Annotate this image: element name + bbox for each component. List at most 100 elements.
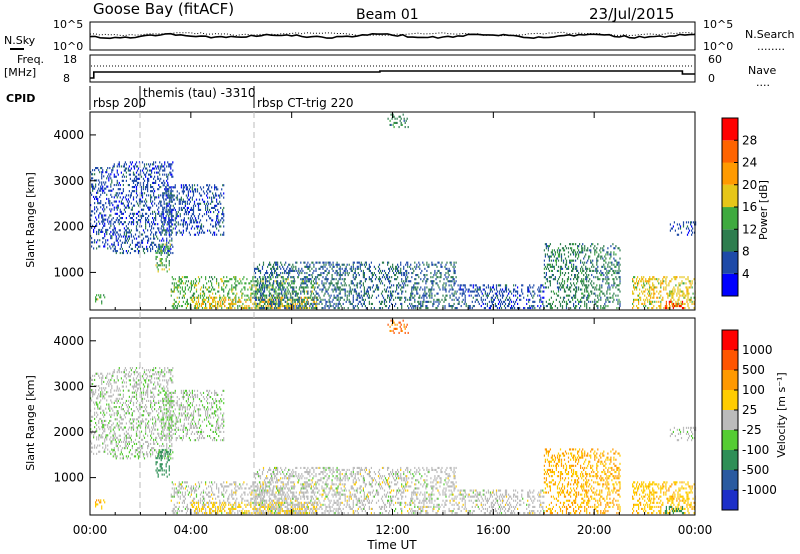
power-cell (220, 302, 222, 305)
power-cell (203, 300, 206, 303)
power-cell (278, 294, 280, 297)
power-cell (549, 276, 551, 279)
power-cell (562, 247, 565, 250)
power-cell (221, 278, 223, 281)
power-cell (109, 233, 111, 236)
power-cell (390, 123, 392, 126)
power-cell (279, 298, 281, 301)
power-cell (175, 307, 177, 310)
power-cell (368, 276, 370, 279)
power-cell (419, 288, 421, 291)
power-cell (127, 223, 129, 226)
power-cell (652, 282, 654, 285)
power-cell (468, 307, 470, 310)
power-cell (189, 186, 191, 189)
power-cell (556, 269, 559, 272)
power-cell (297, 276, 299, 279)
power-cell (162, 211, 164, 214)
power-cell (543, 259, 545, 262)
power-cell (181, 223, 183, 226)
power-cell (464, 286, 466, 289)
power-cell (118, 235, 120, 238)
power-cell (303, 292, 305, 295)
power-cell (164, 161, 166, 164)
power-cell (207, 204, 209, 207)
power-cell (121, 217, 123, 220)
power-cell (152, 217, 154, 220)
power-cell (448, 280, 450, 283)
power-cell (502, 294, 505, 297)
power-cell (410, 263, 412, 266)
power-cell (108, 202, 110, 205)
power-cell (326, 290, 328, 293)
power-cell (319, 296, 321, 299)
power-cell (231, 307, 233, 310)
power-cell (171, 237, 173, 240)
power-cell (273, 267, 275, 270)
power-cell (421, 269, 423, 272)
power-cell (607, 272, 609, 275)
power-cell (388, 294, 390, 297)
power-cell (227, 280, 229, 283)
power-cell (210, 217, 212, 220)
power-cell (377, 265, 380, 268)
power-cell (184, 184, 186, 187)
power-cell (540, 296, 542, 299)
power-cell (578, 249, 580, 252)
power-cell (392, 263, 394, 266)
power-cell (591, 280, 593, 283)
power-cell (360, 280, 362, 283)
power-cell (272, 274, 274, 277)
power-cell (155, 258, 157, 261)
power-cell (110, 247, 112, 250)
power-cell (149, 169, 151, 172)
power-cell (246, 305, 248, 308)
power-cell (599, 286, 601, 289)
power-cell (355, 298, 357, 301)
power-cell (464, 296, 466, 299)
power-cell (250, 280, 252, 283)
power-cell (151, 196, 153, 199)
power-cell (332, 278, 334, 281)
station-title: Goose Bay (fitACF) (93, 0, 234, 18)
power-cell (165, 208, 167, 211)
power-cell (240, 280, 242, 283)
power-cell (604, 265, 606, 268)
power-cell (148, 163, 150, 166)
power-cell (366, 290, 368, 293)
power-cell (651, 292, 653, 295)
power-cell (645, 280, 647, 283)
power-cell (610, 261, 612, 264)
power-cell (589, 267, 591, 270)
power-cell (103, 220, 105, 223)
power-cell (343, 284, 345, 287)
power-cell (184, 223, 186, 226)
power-cell (565, 261, 568, 264)
power-cell (405, 263, 407, 266)
power-cell (115, 235, 117, 238)
power-cell (100, 202, 102, 205)
power-cell (445, 263, 447, 266)
power-cell (414, 298, 416, 301)
power-cell (189, 190, 191, 193)
power-cell (119, 217, 121, 220)
power-cell (90, 214, 92, 217)
power-cell (140, 241, 143, 244)
power-cell (122, 196, 124, 199)
power-cell (612, 294, 614, 297)
power-cell (231, 302, 233, 305)
power-cell (446, 267, 448, 270)
power-cell (365, 290, 367, 293)
power-cell (232, 305, 234, 308)
power-cell (142, 229, 145, 232)
power-cell (202, 292, 205, 295)
power-cell (178, 198, 180, 201)
power-cell (148, 214, 150, 217)
power-cell (391, 296, 393, 299)
power-cell (425, 282, 427, 285)
power-cell (321, 265, 323, 268)
power-cell (312, 272, 314, 275)
power-cell (185, 186, 187, 189)
power-cell (126, 237, 128, 240)
power-cell (576, 305, 578, 308)
